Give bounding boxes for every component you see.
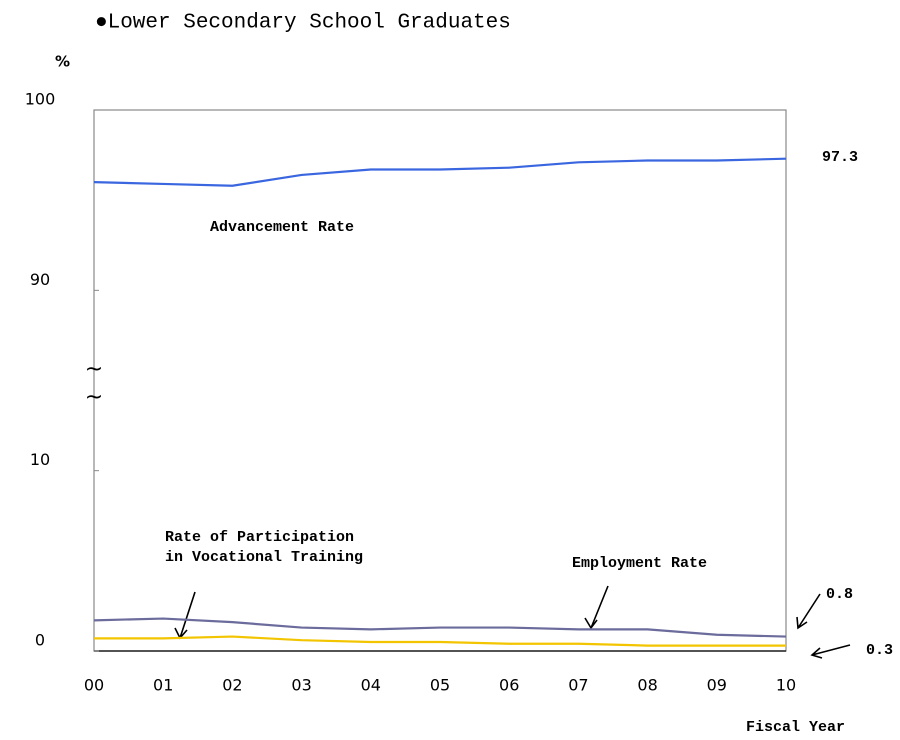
arrow: [810, 644, 851, 659]
x-tick-label: 07: [568, 676, 588, 695]
y-tick-label: 90: [30, 270, 50, 289]
value-label: 0.3: [866, 642, 893, 659]
series-line: [94, 635, 786, 647]
axis-break: ~: [85, 385, 103, 410]
x-tick-label: 02: [222, 676, 242, 695]
series-label: Rate of Participation in Vocational Trai…: [165, 529, 364, 566]
axis-break: ~: [85, 357, 103, 382]
x-tick-label: 08: [637, 676, 657, 695]
y-tick-label: 100: [25, 90, 56, 109]
x-tick-label: 01: [153, 676, 173, 695]
arrow: [584, 585, 609, 630]
arrow: [174, 591, 196, 640]
x-axis-label: Fiscal Year: [746, 719, 845, 736]
arrow: [796, 593, 821, 630]
arrows: [174, 585, 851, 659]
series-label: Advancement Rate: [210, 219, 354, 236]
chart-title: ●Lower Secondary School Graduates: [95, 12, 511, 35]
x-tick-label: 06: [499, 676, 519, 695]
series-line: [93, 617, 787, 638]
y-tick-label: 0: [35, 631, 45, 650]
x-tick-label: 03: [291, 676, 311, 695]
series-line: [93, 157, 787, 187]
x-tick-label: 10: [776, 676, 796, 695]
x-tick-label: 04: [361, 676, 381, 695]
x-tick-label: 09: [707, 676, 727, 695]
value-label: 97.3: [822, 149, 858, 166]
x-tick-label: 00: [84, 676, 104, 695]
y-tick-label: 10: [30, 450, 50, 469]
series-label: Employment Rate: [572, 555, 707, 572]
value-label: 0.8: [826, 586, 853, 603]
y-unit: %: [55, 53, 70, 71]
x-tick-label: 05: [430, 676, 450, 695]
